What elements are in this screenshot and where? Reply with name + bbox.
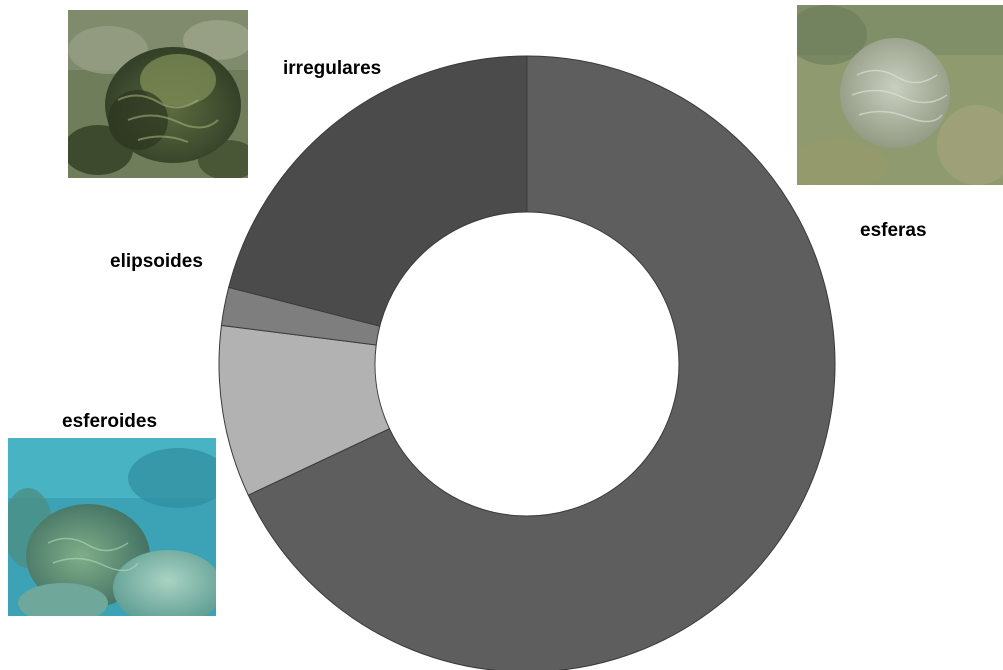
label-esferoides: esferoides: [62, 411, 157, 432]
coral-photo-esferoides: [8, 438, 216, 616]
slice-esferas: [247, 55, 836, 670]
label-irregulares: irregulares: [283, 58, 381, 79]
coral-photo-esferas: [797, 5, 1003, 185]
coral-image: [797, 5, 1003, 185]
coral-image: [8, 438, 216, 616]
donut-slices: [218, 55, 836, 670]
coral-image: [68, 10, 248, 178]
label-elipsoides: elipsoides: [110, 251, 203, 272]
coral-photo-irregulares: [68, 10, 248, 178]
slice-irregulares: [228, 55, 528, 327]
label-esferas: esferas: [860, 220, 927, 241]
